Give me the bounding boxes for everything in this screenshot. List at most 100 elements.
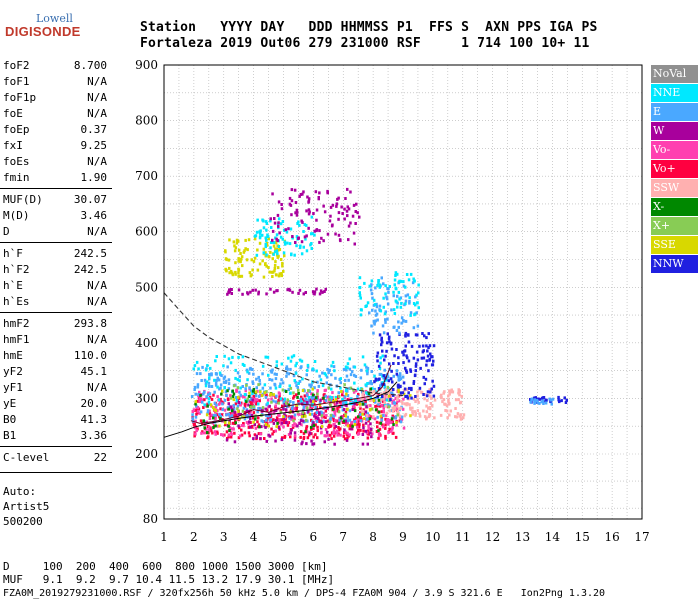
echo-point	[426, 354, 430, 358]
echo-point	[407, 340, 411, 344]
echo-point	[270, 400, 273, 404]
echo-point	[373, 417, 377, 421]
echo-point	[535, 399, 539, 403]
echo-point	[402, 353, 405, 357]
echo-point	[346, 366, 349, 370]
echo-point	[267, 255, 271, 259]
echo-point	[252, 394, 255, 398]
echo-point	[234, 270, 237, 274]
echo-point	[334, 376, 337, 380]
echo-point	[449, 409, 452, 413]
echo-point	[392, 290, 395, 294]
echo-point	[348, 397, 351, 401]
echo-point	[374, 286, 377, 290]
echo-point	[301, 377, 304, 381]
echo-point	[272, 252, 275, 256]
echo-point	[290, 417, 293, 421]
echo-point	[195, 429, 198, 433]
echo-point	[384, 436, 387, 440]
echo-point	[391, 406, 394, 410]
echo-point	[267, 266, 270, 269]
echo-point	[282, 421, 286, 425]
echo-point	[324, 434, 328, 438]
echo-point	[229, 288, 233, 291]
echo-point	[318, 401, 322, 405]
echo-point	[318, 411, 321, 415]
echo-point	[298, 358, 302, 362]
echo-point	[253, 423, 256, 427]
echo-point	[325, 413, 328, 417]
echo-point	[393, 283, 396, 287]
echo-point	[411, 412, 414, 416]
echo-point	[336, 197, 339, 201]
echo-point	[294, 364, 297, 368]
param-name: B1	[3, 429, 17, 442]
echo-point	[319, 410, 323, 414]
echo-point	[274, 386, 278, 390]
echo-point	[372, 399, 376, 402]
echo-point	[387, 422, 390, 426]
echo-point	[343, 414, 346, 417]
echo-point	[351, 424, 354, 428]
echo-point	[296, 410, 300, 414]
echo-point	[369, 431, 372, 435]
echo-point	[343, 217, 346, 221]
echo-point	[231, 273, 235, 277]
echo-point	[344, 414, 348, 418]
echo-point	[533, 401, 536, 405]
echo-point	[337, 211, 341, 215]
echo-point	[238, 375, 241, 379]
echo-point	[272, 418, 275, 422]
param-name: D	[3, 225, 10, 238]
echo-point	[256, 218, 259, 222]
echo-point	[225, 430, 229, 434]
echo-point	[397, 407, 401, 411]
auto-line: Artist5	[3, 500, 50, 513]
echo-point	[401, 375, 405, 379]
echo-point	[349, 221, 352, 225]
echo-point	[227, 357, 231, 361]
echo-point	[327, 425, 330, 429]
echo-point	[248, 420, 251, 424]
echo-point	[218, 412, 221, 416]
echo-point	[341, 390, 345, 394]
echo-point	[391, 380, 394, 384]
echo-point	[399, 385, 402, 389]
echo-point	[414, 400, 417, 403]
echo-point	[289, 415, 293, 419]
echo-point	[382, 331, 386, 335]
echo-point	[382, 409, 385, 413]
echo-point	[404, 299, 408, 303]
echo-point	[381, 395, 384, 398]
echo-point	[228, 429, 231, 432]
echo-point	[385, 411, 388, 415]
echo-point	[202, 419, 205, 423]
echo-point	[248, 434, 251, 438]
echo-point	[225, 413, 228, 417]
echo-point	[391, 431, 394, 435]
echo-point	[320, 425, 324, 428]
echo-point	[281, 388, 285, 392]
echo-point	[381, 423, 384, 427]
echo-point	[354, 222, 357, 225]
echo-point	[294, 424, 297, 428]
param-row: yF2 45.1	[3, 364, 107, 380]
echo-point	[358, 286, 362, 289]
echo-point	[312, 424, 316, 428]
echo-point	[224, 381, 227, 384]
echo-point	[240, 415, 244, 419]
echo-point	[216, 395, 219, 399]
echo-point	[270, 427, 273, 431]
echo-point	[212, 426, 215, 430]
echo-point	[290, 355, 294, 359]
echo-point	[403, 402, 407, 406]
echo-point	[303, 235, 307, 239]
echo-point	[360, 402, 363, 406]
param-value: 8.700	[73, 59, 107, 72]
echo-point	[368, 399, 372, 402]
header-labels: Station YYYY DAY DDD HHMMSS P1 FFS S AXN…	[140, 20, 598, 35]
echo-point	[390, 369, 393, 373]
echo-point	[242, 415, 245, 419]
x-tick-label: 5	[280, 530, 288, 544]
echo-point	[336, 406, 339, 410]
